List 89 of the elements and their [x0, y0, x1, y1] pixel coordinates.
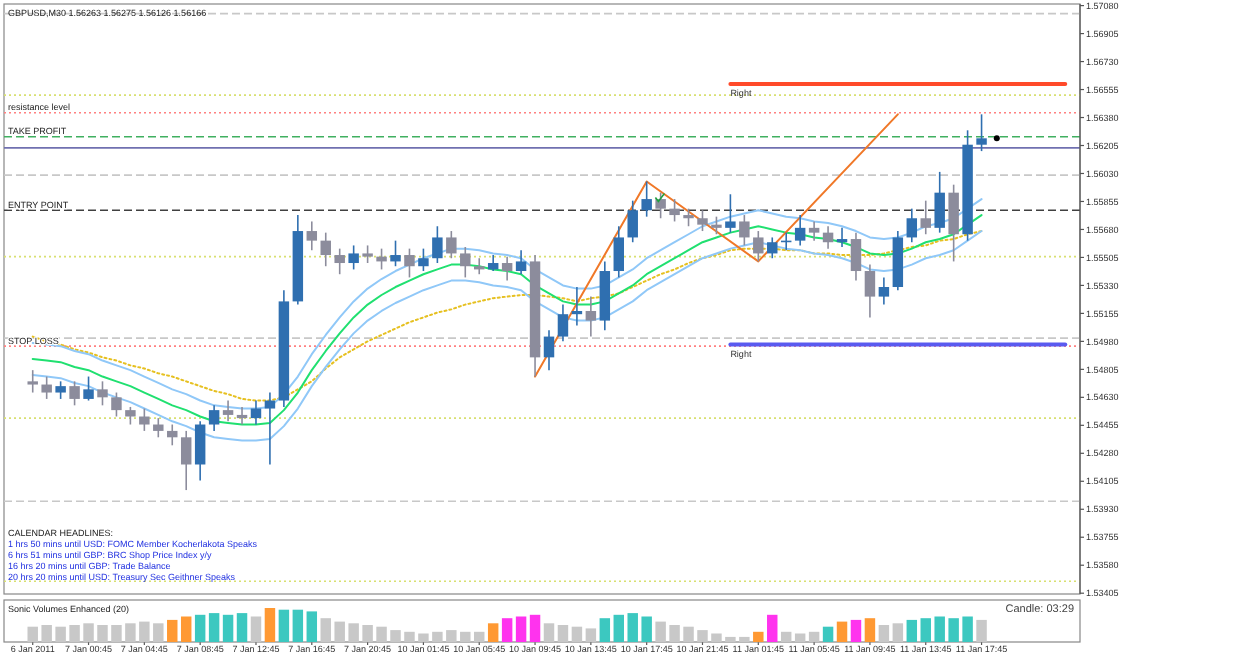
candlestick	[334, 247, 345, 276]
bar	[557, 625, 569, 642]
candlestick	[794, 214, 806, 247]
candlestick	[418, 247, 429, 272]
candlestick	[613, 225, 624, 279]
candlestick	[446, 230, 457, 260]
candlestick	[306, 220, 318, 252]
candlestick	[432, 225, 443, 264]
bar	[753, 631, 764, 642]
bar	[808, 631, 820, 642]
candlestick	[906, 207, 918, 244]
candlestick	[153, 417, 164, 439]
bar	[976, 619, 987, 642]
candlestick	[97, 380, 108, 407]
bar	[529, 614, 541, 642]
bar	[222, 614, 234, 642]
candlestick	[571, 286, 583, 327]
bar	[864, 618, 876, 642]
bar	[501, 618, 513, 642]
candlestick	[460, 246, 471, 279]
candlestick	[976, 113, 987, 152]
candlestick	[627, 199, 638, 244]
candlestick	[515, 249, 527, 276]
candlestick	[739, 214, 750, 247]
candlestick	[83, 375, 94, 402]
candlestick	[111, 391, 122, 418]
candlestick	[208, 404, 220, 432]
candlestick	[878, 276, 890, 306]
candlestick	[390, 239, 401, 268]
candlestick	[139, 407, 150, 432]
candlestick	[753, 230, 764, 263]
candlestick	[641, 180, 652, 218]
candlestick	[864, 263, 876, 319]
candlestick	[69, 380, 80, 407]
candlestick	[194, 420, 206, 482]
bar	[780, 631, 792, 642]
bar	[543, 623, 555, 642]
bar	[306, 611, 318, 642]
candlestick	[725, 193, 736, 234]
candlestick	[222, 399, 234, 423]
bar	[292, 609, 304, 642]
bar	[878, 625, 890, 642]
candlestick	[404, 247, 415, 279]
candlestick	[236, 406, 248, 426]
candlestick	[767, 236, 778, 260]
candlestick	[348, 244, 359, 271]
candlestick	[836, 227, 848, 248]
candlestick	[920, 199, 931, 236]
bar	[278, 609, 290, 642]
bar	[794, 633, 806, 642]
candlestick	[167, 423, 178, 447]
candlestick	[655, 191, 666, 220]
candlestick	[320, 231, 331, 268]
candlestick	[850, 231, 862, 282]
candlestick	[474, 257, 485, 276]
bar	[194, 614, 206, 642]
candlestick	[250, 399, 262, 426]
bar	[571, 626, 583, 642]
bar	[250, 616, 262, 642]
candlestick	[822, 225, 834, 250]
candlestick	[264, 391, 276, 466]
candlestick	[41, 375, 52, 400]
line-series	[534, 113, 899, 378]
bar	[599, 618, 611, 642]
bar	[767, 614, 778, 642]
bar	[850, 619, 862, 642]
bar	[836, 621, 848, 642]
bar	[585, 628, 597, 642]
candlestick	[948, 183, 959, 263]
candlestick	[808, 220, 820, 242]
candlestick	[180, 430, 192, 491]
candlestick	[697, 209, 708, 232]
bar	[487, 623, 499, 642]
candlestick	[27, 369, 38, 394]
candlestick	[934, 171, 945, 234]
bar	[236, 613, 248, 642]
bar	[515, 616, 527, 642]
bar	[180, 616, 192, 642]
candlestick	[669, 198, 680, 223]
bar	[906, 619, 918, 642]
bar	[167, 619, 178, 642]
bar	[822, 626, 834, 642]
bar	[892, 623, 904, 642]
bar	[264, 608, 276, 642]
bar	[208, 613, 220, 642]
candlestick	[543, 329, 555, 371]
candlestick	[585, 295, 597, 338]
candlestick	[501, 255, 513, 282]
candlestick	[557, 303, 569, 343]
